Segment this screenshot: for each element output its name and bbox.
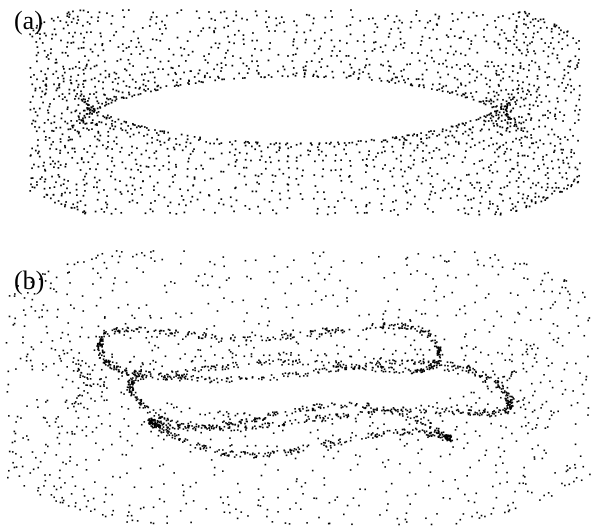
panel-label-a: (a) — [14, 6, 43, 35]
panel-label-b: (b) — [14, 266, 45, 295]
